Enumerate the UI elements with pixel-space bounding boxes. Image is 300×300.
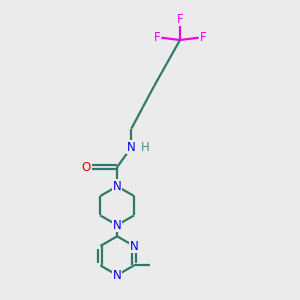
Text: F: F [154,31,160,44]
Text: F: F [200,31,206,44]
Text: F: F [177,13,183,26]
Text: N: N [113,180,122,193]
Text: O: O [82,160,91,174]
Text: N: N [113,268,122,282]
Text: H: H [141,141,149,154]
Text: N: N [113,219,122,232]
Text: N: N [127,141,136,154]
Text: N: N [130,239,138,253]
